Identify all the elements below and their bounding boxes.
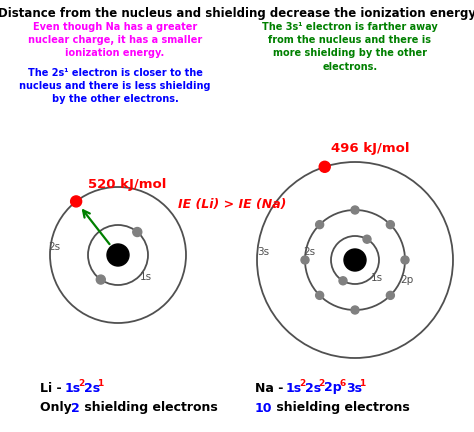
Circle shape <box>344 249 366 271</box>
Circle shape <box>386 221 394 229</box>
Circle shape <box>301 256 309 264</box>
Circle shape <box>71 196 82 207</box>
Text: 2s: 2s <box>48 242 60 252</box>
Text: 2: 2 <box>71 401 80 414</box>
Text: 3s: 3s <box>257 247 269 257</box>
Circle shape <box>133 228 142 236</box>
Text: IE (Li) > IE (Na): IE (Li) > IE (Na) <box>178 198 286 211</box>
Text: 2: 2 <box>78 379 84 388</box>
Text: 2s: 2s <box>305 381 321 394</box>
Text: 6: 6 <box>340 379 346 388</box>
Circle shape <box>401 256 409 264</box>
Text: Even though Na has a greater
nuclear charge, it has a smaller
ionization energy.: Even though Na has a greater nuclear cha… <box>28 22 202 58</box>
Text: 2p: 2p <box>324 381 342 394</box>
Circle shape <box>96 275 105 284</box>
Text: Distance from the nucleus and shielding decrease the ionization energy: Distance from the nucleus and shielding … <box>0 7 474 20</box>
Text: shielding electrons: shielding electrons <box>272 401 410 414</box>
Text: 2: 2 <box>318 379 324 388</box>
Text: Li -: Li - <box>40 381 66 394</box>
Circle shape <box>351 306 359 314</box>
Circle shape <box>339 277 347 285</box>
Circle shape <box>319 161 330 172</box>
Text: Na -: Na - <box>255 381 288 394</box>
Circle shape <box>386 291 394 299</box>
Text: 1: 1 <box>97 379 103 388</box>
Text: 496 kJ/mol: 496 kJ/mol <box>331 142 409 155</box>
Text: 2p: 2p <box>401 275 414 285</box>
Text: 1s: 1s <box>65 381 81 394</box>
Circle shape <box>363 235 371 243</box>
Text: 3s: 3s <box>346 381 362 394</box>
Text: 2s: 2s <box>84 381 100 394</box>
Text: shielding electrons: shielding electrons <box>80 401 218 414</box>
Text: The 2s¹ electron is closer to the
nucleus and there is less shielding
by the oth: The 2s¹ electron is closer to the nucleu… <box>19 68 211 105</box>
Circle shape <box>316 221 324 229</box>
Circle shape <box>107 244 129 266</box>
Text: 1s: 1s <box>140 272 152 282</box>
Circle shape <box>316 291 324 299</box>
Circle shape <box>351 206 359 214</box>
Text: 1s: 1s <box>371 273 383 283</box>
Text: Only: Only <box>40 401 76 414</box>
Text: 2: 2 <box>299 379 305 388</box>
Text: 10: 10 <box>255 401 273 414</box>
Text: 1s: 1s <box>286 381 302 394</box>
Text: 1: 1 <box>359 379 365 388</box>
Text: 520 kJ/mol: 520 kJ/mol <box>88 178 166 191</box>
Text: 2s: 2s <box>303 247 315 257</box>
Text: The 3s¹ electron is farther away
from the nucleus and there is
more shielding by: The 3s¹ electron is farther away from th… <box>262 22 438 72</box>
